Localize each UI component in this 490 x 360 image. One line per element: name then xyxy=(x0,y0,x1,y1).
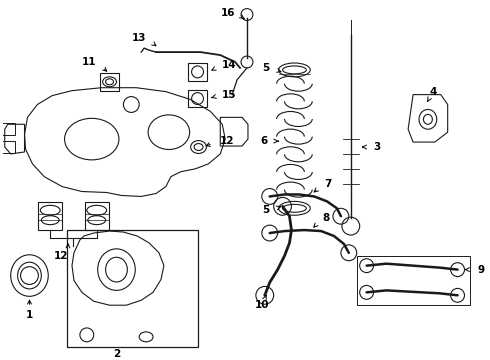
Text: 7: 7 xyxy=(324,179,331,189)
Text: 15: 15 xyxy=(222,90,237,100)
Text: 12: 12 xyxy=(220,136,235,146)
Text: 6: 6 xyxy=(261,136,268,146)
Text: 12: 12 xyxy=(53,251,68,261)
Text: 8: 8 xyxy=(322,213,329,223)
Bar xyxy=(188,63,207,81)
Bar xyxy=(1,123,15,135)
Bar xyxy=(357,256,470,305)
Text: 16: 16 xyxy=(220,8,235,18)
Bar xyxy=(38,202,62,230)
Text: 3: 3 xyxy=(373,142,381,152)
Text: 11: 11 xyxy=(82,57,97,67)
Bar xyxy=(99,73,120,91)
Text: 10: 10 xyxy=(255,300,269,310)
Bar xyxy=(67,230,197,347)
Text: 5: 5 xyxy=(263,205,270,215)
Text: 4: 4 xyxy=(429,87,437,96)
Text: 13: 13 xyxy=(132,33,146,43)
Text: 2: 2 xyxy=(113,348,120,359)
Text: 14: 14 xyxy=(222,60,237,70)
Text: 1: 1 xyxy=(26,310,33,320)
Bar xyxy=(188,90,207,108)
Bar xyxy=(85,202,109,230)
Text: 5: 5 xyxy=(263,63,270,73)
Bar xyxy=(1,141,15,153)
Text: 9: 9 xyxy=(477,265,485,275)
